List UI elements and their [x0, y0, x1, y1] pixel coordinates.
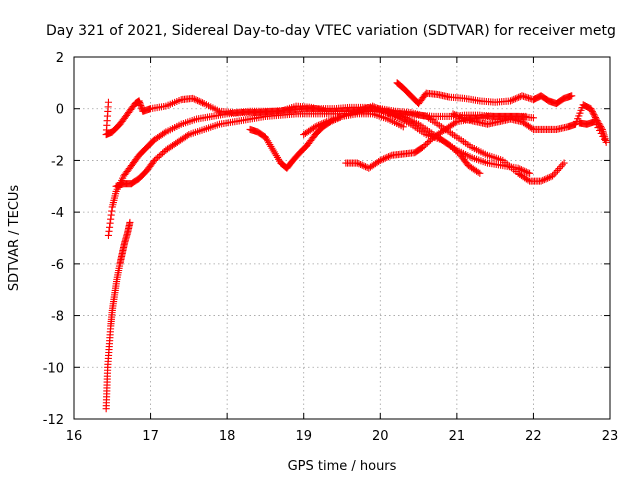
series-arc-8 [393, 79, 576, 108]
data-point [126, 218, 134, 227]
grid [74, 57, 610, 419]
series-arc-7 [342, 112, 537, 172]
y-tick-label: -2 [51, 154, 64, 169]
data-point [575, 119, 583, 127]
data-point [529, 114, 537, 122]
series-arc-6 [300, 102, 534, 177]
data-point [577, 106, 585, 114]
axis-ticks: 16 17 18 19 20 21 22 23 -12 -10 -8 -6 -4 -2 0 2 [43, 51, 619, 444]
data-marks [102, 79, 610, 413]
x-tick-label: 21 [449, 429, 466, 444]
x-tick-label: 18 [219, 429, 236, 444]
data-point [476, 169, 484, 177]
data-point [574, 115, 582, 123]
y-tick-label: -6 [51, 258, 64, 273]
y-tick-label: 0 [56, 103, 64, 118]
data-point [568, 92, 576, 100]
y-tick-label: -8 [51, 310, 64, 325]
data-point [576, 109, 584, 117]
y-tick-label: -4 [51, 206, 64, 221]
plot-frame [73, 56, 611, 420]
series-arc-9 [449, 101, 610, 146]
y-tick-label: -10 [43, 361, 64, 376]
y-tick-label: -12 [43, 413, 64, 428]
data-point [560, 159, 568, 167]
y-tick-label: 2 [56, 51, 64, 66]
x-tick-label: 23 [602, 429, 619, 444]
x-tick-label: 20 [372, 429, 389, 444]
x-tick-label: 17 [142, 429, 159, 444]
data-point [399, 123, 407, 131]
x-axis-label: GPS time / hours [288, 459, 397, 474]
data-point [575, 112, 583, 120]
x-tick-label: 19 [295, 429, 312, 444]
series-arc-4 [102, 218, 134, 413]
x-tick-label: 22 [525, 429, 542, 444]
x-tick-label: 16 [66, 429, 83, 444]
data-point [526, 169, 534, 177]
y-axis-label: SDTVAR / TECUs [7, 185, 22, 292]
data-point [571, 120, 580, 128]
chart-title: Day 321 of 2021, Sidereal Day-to-day VTE… [46, 23, 616, 39]
series-arc-3 [112, 107, 484, 190]
